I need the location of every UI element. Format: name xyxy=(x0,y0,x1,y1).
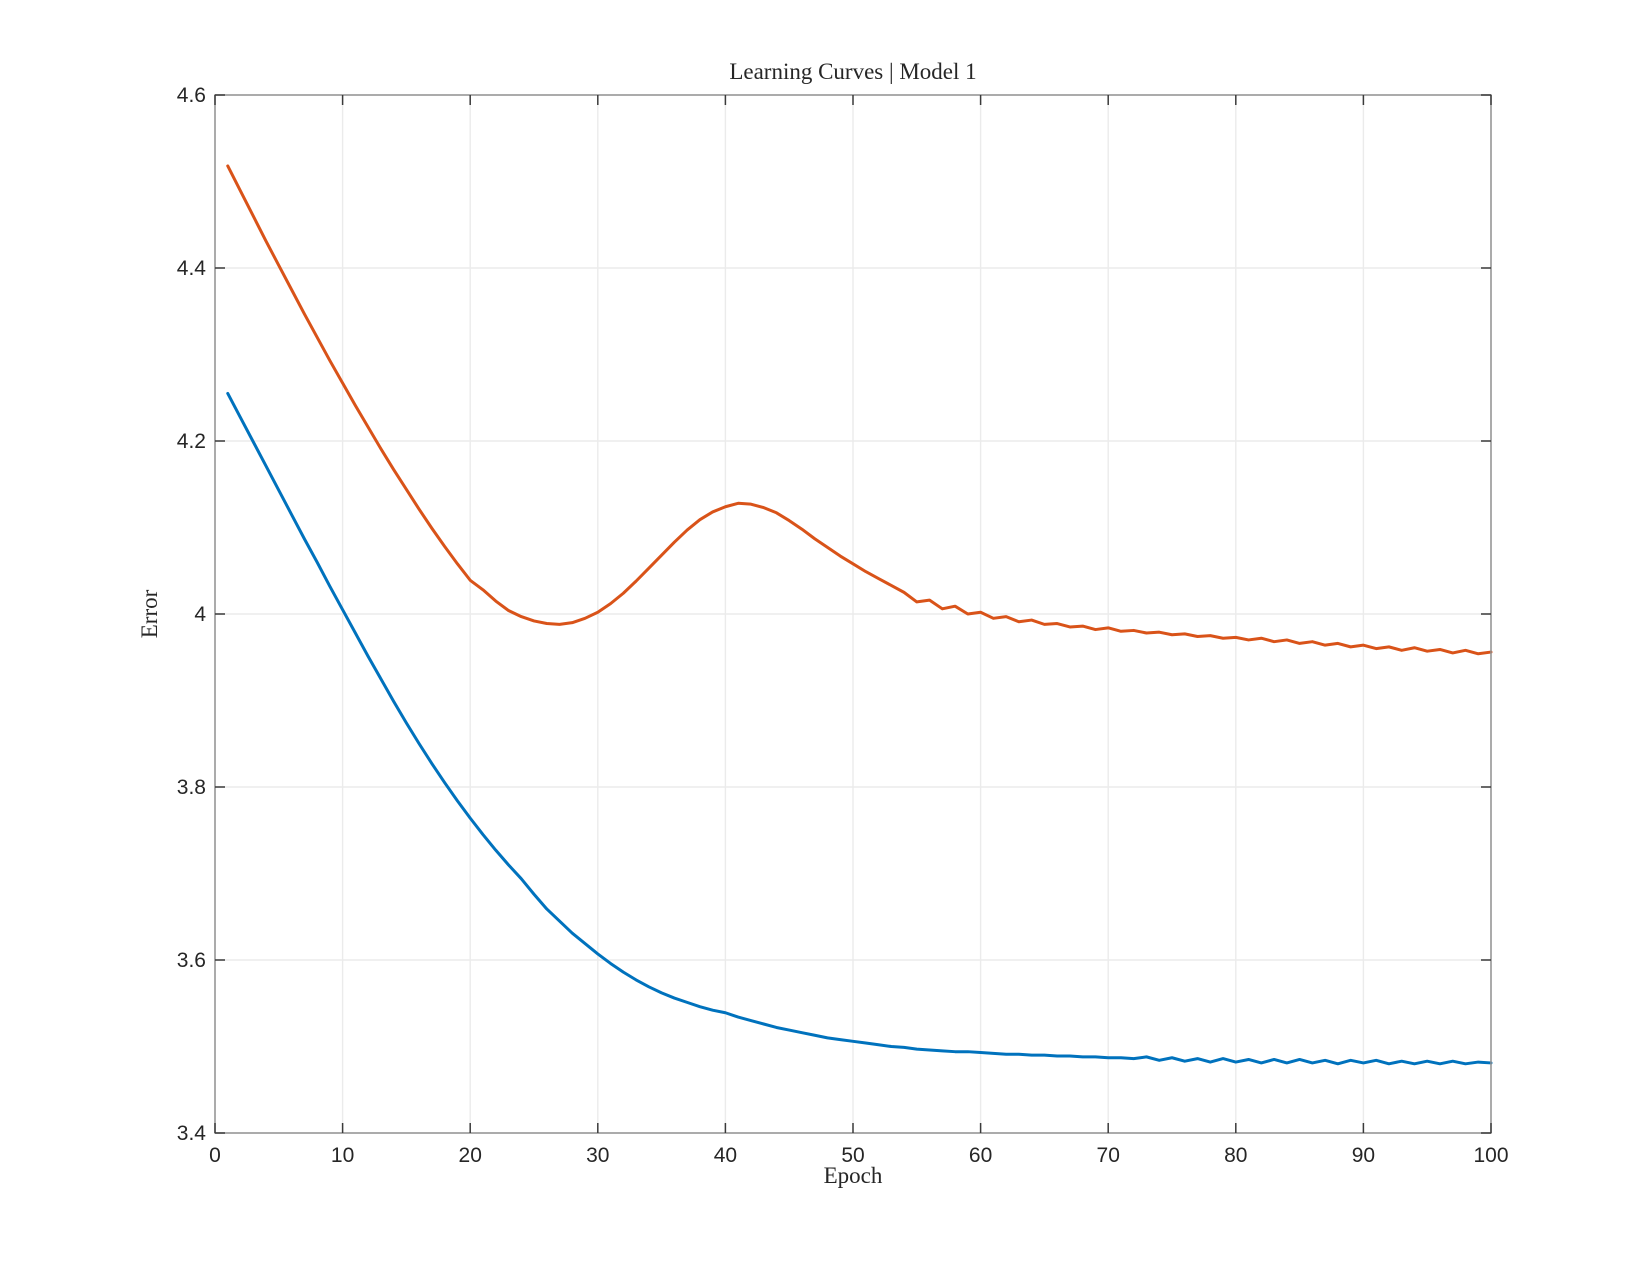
x-tick-label: 70 xyxy=(1097,1144,1120,1167)
x-tick-label: 100 xyxy=(1473,1144,1508,1167)
y-tick-label: 3.4 xyxy=(177,1122,207,1145)
y-tick-label: 4.4 xyxy=(177,257,207,280)
y-tick-label: 4 xyxy=(194,603,206,626)
y-tick-label: 4.2 xyxy=(177,430,206,453)
y-tick-label: 4.6 xyxy=(177,84,206,107)
chart-title: Learning Curves | Model 1 xyxy=(729,59,977,84)
x-tick-label: 80 xyxy=(1224,1144,1247,1167)
y-axis-label: Error xyxy=(137,589,162,639)
x-axis-label: Epoch xyxy=(823,1163,883,1188)
x-tick-label: 90 xyxy=(1352,1144,1375,1167)
x-tick-label: 0 xyxy=(209,1144,221,1167)
x-tick-label: 10 xyxy=(331,1144,354,1167)
orange-curve xyxy=(226,164,1493,656)
x-tick-label: 40 xyxy=(714,1144,737,1167)
x-tick-label: 50 xyxy=(841,1144,864,1167)
x-tick-label: 20 xyxy=(459,1144,482,1167)
x-tick-label: 30 xyxy=(586,1144,609,1167)
y-tick-label: 3.6 xyxy=(177,949,206,972)
blue-curve xyxy=(226,391,1493,1066)
x-tick-label: 60 xyxy=(969,1144,992,1167)
y-tick-label: 3.8 xyxy=(177,776,206,799)
